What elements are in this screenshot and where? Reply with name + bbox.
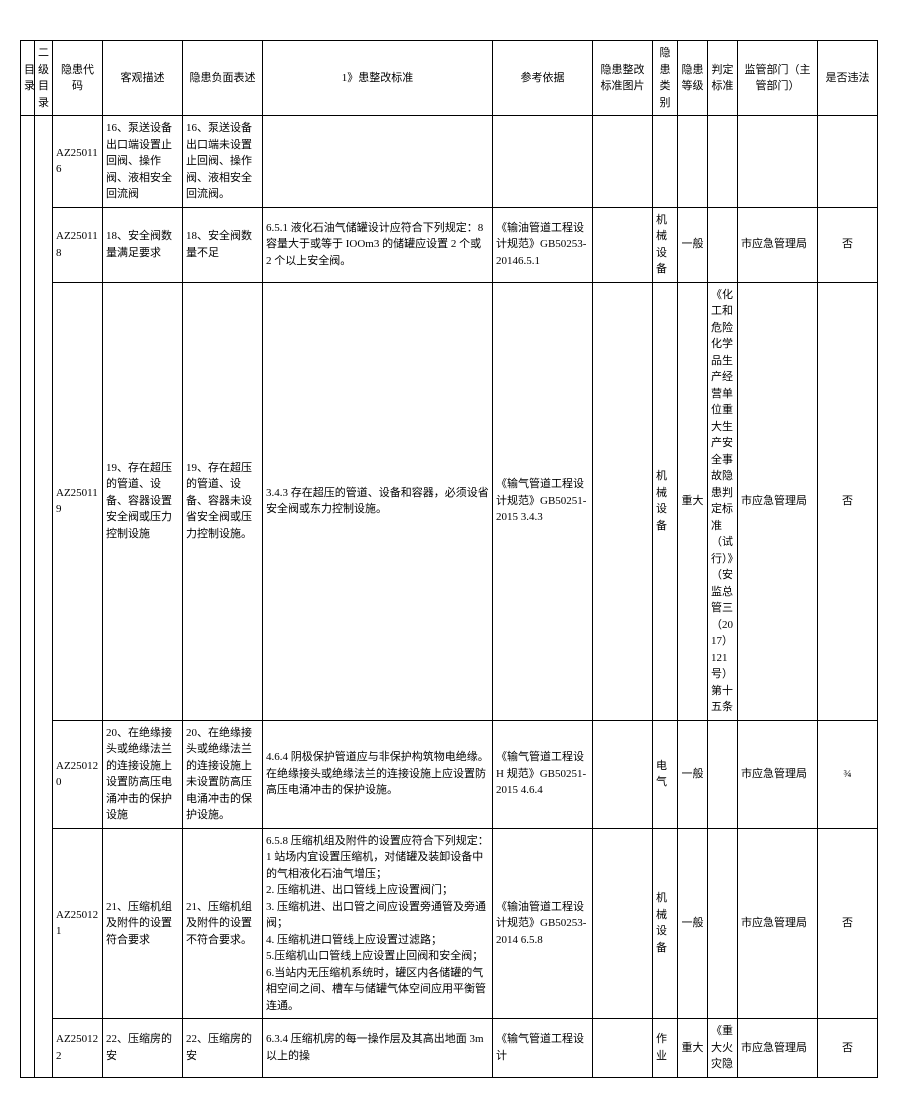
header-c9: 隐患等级 — [678, 41, 708, 116]
cell-illegal: ¾ — [818, 720, 878, 828]
cell-code: AZ250118 — [53, 207, 103, 282]
cell-illegal: 否 — [818, 1019, 878, 1078]
header-row: 目录 二级目录 隐患代码 客观描述 隐患负面表述 1》患整改标准 参考依据 隐患… — [21, 41, 903, 116]
cell-standard: 6.5.1 液化石油气储罐设计应符合下列规定：8 容量大于或等于 IOOm3 的… — [263, 207, 493, 282]
cell-criterion: 《化工和危险化学品生产经营单位重大生产安全事故隐患判定标准（试行）》（安监总管三… — [708, 282, 738, 720]
cell-negative: 21、压缩机组及附件的设置不符合要求。 — [183, 828, 263, 1019]
cell-code: AZ250122 — [53, 1019, 103, 1078]
header-c2: 隐患代码 — [53, 41, 103, 116]
cell-objective: 20、在绝缘接头或绝缘法兰的连接设施上设置防高压电涌冲击的保护设施 — [103, 720, 183, 828]
cell-criterion — [708, 720, 738, 828]
cell-code: AZ250116 — [53, 116, 103, 208]
cell-criterion — [708, 116, 738, 208]
cell-illegal: 否 — [818, 207, 878, 282]
cell-negative: 20、在绝缘接头或绝缘法兰的连接设施上未设置防高压电涌冲击的保护设施。 — [183, 720, 263, 828]
cell-reference: 《输气管道工程设计规范》GB50251-2015 3.4.3 — [493, 282, 593, 720]
cell-level: 一般 — [678, 207, 708, 282]
cell-objective: 16、泵送设备出口端设置止回阀、操作阀、液相安全回流阀 — [103, 116, 183, 208]
header-c10: 判定标准 — [708, 41, 738, 116]
cell-negative: 18、安全阀数量不足 — [183, 207, 263, 282]
cell-reference — [493, 116, 593, 208]
cell-illegal: 否 — [818, 282, 878, 720]
cell-dept: 市应急管理局 — [738, 828, 818, 1019]
header-c12: 是否违法 — [818, 41, 878, 116]
cell-dir2 — [35, 116, 53, 1078]
cell-level: 重大 — [678, 282, 708, 720]
cell-reference: 《输油管道工程设计规范》GB50253-2014 6.5.8 — [493, 828, 593, 1019]
cell-dir1 — [21, 116, 35, 1078]
cell-category: 作业 — [653, 1019, 678, 1078]
cell-image — [593, 207, 653, 282]
cell-criterion: 《重大火灾隐 — [708, 1019, 738, 1078]
cell-dept: 市应急管理局 — [738, 720, 818, 828]
cell-criterion — [708, 207, 738, 282]
cell-dept: 市应急管理局 — [738, 207, 818, 282]
header-c4: 隐患负面表述 — [183, 41, 263, 116]
cell-objective: 19、存在超压的管道、设备、容器设置安全阀或压力控制设施 — [103, 282, 183, 720]
table-row: AZ250118 18、安全阀数量满足要求 18、安全阀数量不足 6.5.1 液… — [21, 207, 903, 282]
cell-illegal: 否 — [818, 828, 878, 1019]
cell-negative: 22、压缩房的安 — [183, 1019, 263, 1078]
header-c11: 监管部门（主管部门） — [738, 41, 818, 116]
cell-code: AZ250120 — [53, 720, 103, 828]
cell-image — [593, 282, 653, 720]
hazard-table: 目录 二级目录 隐患代码 客观描述 隐患负面表述 1》患整改标准 参考依据 隐患… — [20, 40, 903, 1078]
cell-reference: 《输气管道工程设计 — [493, 1019, 593, 1078]
cell-category: 电气 — [653, 720, 678, 828]
cell-code: AZ250119 — [53, 282, 103, 720]
cell-illegal — [818, 116, 878, 208]
header-c6: 参考依据 — [493, 41, 593, 116]
table-row: AZ250120 20、在绝缘接头或绝缘法兰的连接设施上设置防高压电涌冲击的保护… — [21, 720, 903, 828]
cell-image — [593, 720, 653, 828]
table-row: AZ250122 22、压缩房的安 22、压缩房的安 6.3.4 压缩机房的每一… — [21, 1019, 903, 1078]
cell-negative: 19、存在超压的管道、设备、容器未设省安全阀或压力控制设施。 — [183, 282, 263, 720]
cell-level: 一般 — [678, 720, 708, 828]
cell-category — [653, 116, 678, 208]
cell-category: 机 械设备 — [653, 207, 678, 282]
cell-dept: 市应急管理局 — [738, 282, 818, 720]
cell-level: 一般 — [678, 828, 708, 1019]
header-c5: 1》患整改标准 — [263, 41, 493, 116]
cell-standard: 6.3.4 压缩机房的每一操作层及其高出地面 3m 以上的操 — [263, 1019, 493, 1078]
header-c1: 二级目录 — [35, 41, 53, 116]
header-c8: 隐患类别 — [653, 41, 678, 116]
cell-criterion — [708, 828, 738, 1019]
cell-category: 机 械设备 — [653, 828, 678, 1019]
table-row: AZ250121 21、压缩机组及附件的设置符合要求 21、压缩机组及附件的设置… — [21, 828, 903, 1019]
cell-reference: 《输气管道工程设 H 规范》GB50251-2015 4.6.4 — [493, 720, 593, 828]
cell-standard — [263, 116, 493, 208]
cell-dept: 市应急管理局 — [738, 1019, 818, 1078]
table-body: AZ250116 16、泵送设备出口端设置止回阀、操作阀、液相安全回流阀 16、… — [21, 116, 903, 1078]
cell-objective: 18、安全阀数量满足要求 — [103, 207, 183, 282]
header-c7: 隐患整改标准图片 — [593, 41, 653, 116]
cell-objective: 22、压缩房的安 — [103, 1019, 183, 1078]
header-c3: 客观描述 — [103, 41, 183, 116]
cell-reference: 《输油管道工程设计规范》GB50253-20146.5.1 — [493, 207, 593, 282]
header-c0: 目录 — [21, 41, 35, 116]
cell-dept — [738, 116, 818, 208]
table-row: AZ250119 19、存在超压的管道、设备、容器设置安全阀或压力控制设施 19… — [21, 282, 903, 720]
cell-negative: 16、泵送设备出口端未设置止回阀、操作阀、液相安全回流阀。 — [183, 116, 263, 208]
cell-level — [678, 116, 708, 208]
cell-image — [593, 828, 653, 1019]
cell-standard: 3.4.3 存在超压的管道、设备和容器，必须设省安全阀或东力控制设施。 — [263, 282, 493, 720]
table-row: AZ250116 16、泵送设备出口端设置止回阀、操作阀、液相安全回流阀 16、… — [21, 116, 903, 208]
cell-standard: 4.6.4 阴极保护管道应与非保护构筑物电绝缘。在绝缘接头或绝缘法兰的连接设施上… — [263, 720, 493, 828]
cell-standard: 6.5.8 压缩机组及附件的设置应符合下列规定： 1 站场内宜设置压缩机，对储罐… — [263, 828, 493, 1019]
cell-category: 机 械设备 — [653, 282, 678, 720]
cell-code: AZ250121 — [53, 828, 103, 1019]
cell-level: 重大 — [678, 1019, 708, 1078]
cell-image — [593, 116, 653, 208]
cell-objective: 21、压缩机组及附件的设置符合要求 — [103, 828, 183, 1019]
cell-image — [593, 1019, 653, 1078]
